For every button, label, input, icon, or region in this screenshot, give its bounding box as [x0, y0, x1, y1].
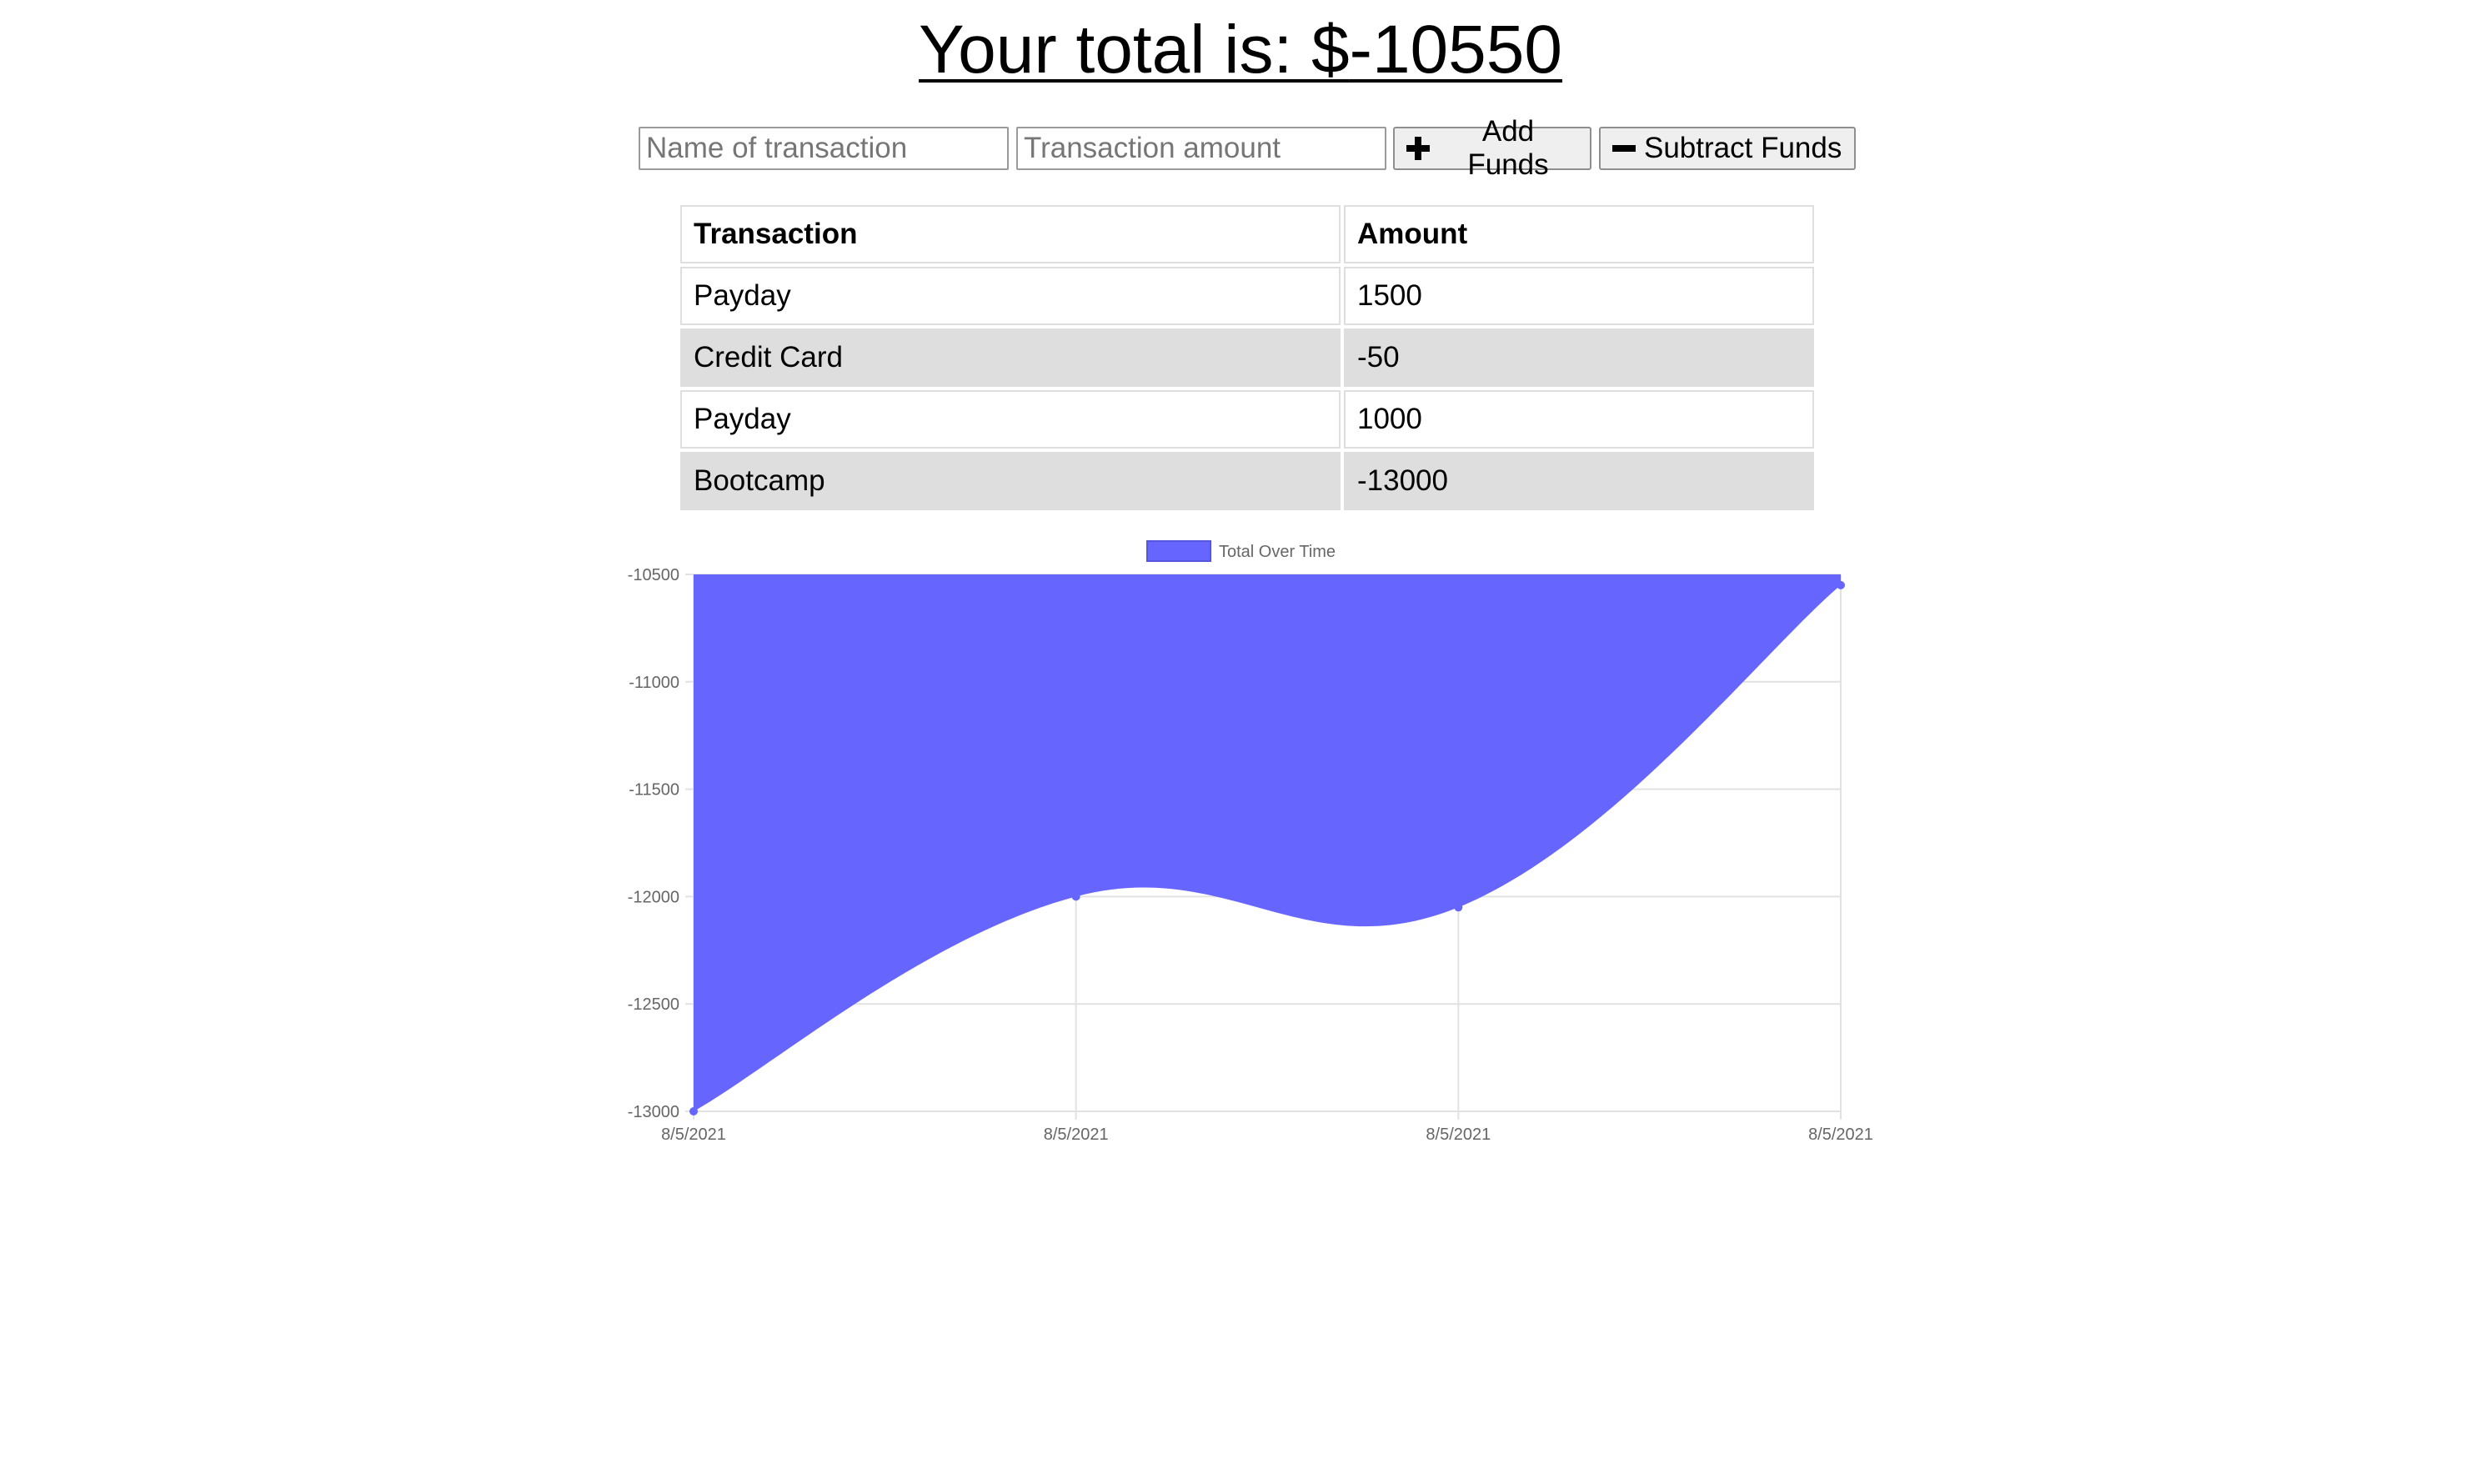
table-row: Payday 1500: [680, 267, 1814, 325]
table-row: Payday 1000: [680, 390, 1814, 449]
x-tick-label: 8/5/2021: [661, 1126, 726, 1144]
y-tick-label: -10500: [628, 566, 679, 584]
x-tick-label: 8/5/2021: [1808, 1126, 1873, 1144]
row-amount: 1500: [1344, 267, 1814, 325]
transaction-amount-input[interactable]: [1016, 127, 1386, 170]
total-over-time-chart: -10500 -11000 -11500 -12000 -12500 -13000 8/5…: [628, 540, 1873, 1144]
total-label: Your total is: $: [919, 12, 1350, 88]
row-transaction-name: Payday: [680, 267, 1341, 325]
row-transaction-name: Payday: [680, 390, 1341, 449]
x-axis-ticks: 8/5/2021 8/5/2021 8/5/2021 8/5/2021: [661, 1126, 1873, 1144]
y-tick-label: -12000: [628, 888, 679, 906]
header-transaction: Transaction: [680, 205, 1341, 263]
y-tick-label: -11000: [629, 674, 679, 692]
x-tick-label: 8/5/2021: [1426, 1126, 1491, 1144]
table-row: Credit Card -50: [680, 328, 1814, 387]
chart-area-series: [694, 574, 1841, 1111]
add-funds-button[interactable]: Add Funds: [1393, 115, 1591, 181]
x-tick-label: 8/5/2021: [1044, 1126, 1109, 1144]
page-title: Your total is: $-10550: [0, 7, 2481, 93]
chart-legend: Total Over Time: [1146, 540, 1336, 562]
total-value: -10550: [1349, 12, 1562, 88]
header-amount: Amount: [1344, 205, 1814, 263]
chart-point: [1071, 892, 1080, 901]
add-funds-label: Add Funds: [1467, 115, 1549, 181]
transaction-form: Add Funds Subtract Funds: [0, 115, 2481, 181]
chart-point: [1837, 580, 1845, 589]
row-transaction-name: Bootcamp: [680, 452, 1341, 510]
legend-label: Total Over Time: [1219, 543, 1336, 561]
legend-swatch: [1146, 540, 1211, 562]
y-axis-ticks: -10500 -11000 -11500 -12000 -12500 -13000: [628, 566, 679, 1121]
y-tick-label: -11500: [629, 781, 679, 800]
plus-icon: [1406, 137, 1430, 160]
row-amount: 1000: [1344, 390, 1814, 449]
chart-points: [689, 580, 1845, 1116]
chart-point: [689, 1107, 698, 1116]
y-tick-label: -13000: [628, 1103, 679, 1121]
row-amount: -50: [1344, 328, 1814, 387]
chart-point: [1454, 903, 1463, 912]
y-tick-label: -12500: [628, 995, 679, 1014]
subtract-funds-label: Subtract Funds: [1644, 132, 1842, 164]
row-transaction-name: Credit Card: [680, 328, 1341, 387]
minus-icon: [1612, 137, 1636, 160]
table-row: Bootcamp -13000: [680, 452, 1814, 510]
transaction-name-input[interactable]: [639, 127, 1009, 170]
row-amount: -13000: [1344, 452, 1814, 510]
transactions-table: Transaction Amount Payday 1500 Credit Ca…: [677, 202, 1817, 514]
table-header-row: Transaction Amount: [680, 205, 1814, 263]
subtract-funds-button[interactable]: Subtract Funds: [1599, 127, 1856, 170]
